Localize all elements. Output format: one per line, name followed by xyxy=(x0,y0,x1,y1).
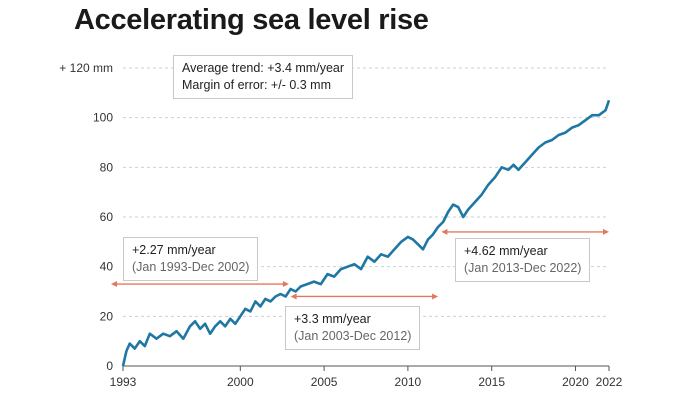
chart-title: Accelerating sea level rise xyxy=(74,4,429,36)
trend-rate-2: +3.3 mm/year xyxy=(294,312,371,326)
trend-period-2: (Jan 2003-Dec 2012) xyxy=(294,329,412,343)
y-axis-ticks: 0 20 40 60 80 100 + 120 mm xyxy=(59,61,113,373)
trend-box-2013-2022: +4.62 mm/year (Jan 2013-Dec 2022) xyxy=(455,238,591,282)
x-tick-label: 2022 xyxy=(596,375,623,389)
trend-arrow-head-left xyxy=(441,228,448,235)
trend-arrow-head-left xyxy=(111,281,117,288)
margin-of-error-text: Margin of error: +/- 0.3 mm xyxy=(182,78,331,92)
y-tick-label: 60 xyxy=(100,210,114,224)
x-tick-label: 2005 xyxy=(311,375,338,389)
trend-arrow-head-right xyxy=(432,293,439,300)
x-tick-label: 2010 xyxy=(395,375,422,389)
average-trend-box: Average trend: +3.4 mm/year Margin of er… xyxy=(173,55,354,99)
trend-box-1993-2002: +2.27 mm/year (Jan 1993-Dec 2002) xyxy=(123,237,259,281)
trend-period-1: (Jan 1993-Dec 2002) xyxy=(132,260,250,274)
y-tick-label: 0 xyxy=(106,359,113,373)
trend-arrow-head-right xyxy=(603,228,609,235)
trend-period-3: (Jan 2013-Dec 2022) xyxy=(464,261,582,275)
y-tick-label: 20 xyxy=(100,309,114,323)
trend-arrows xyxy=(111,228,609,300)
trend-rate-1: +2.27 mm/year xyxy=(132,243,216,257)
x-tick-label: 2015 xyxy=(478,375,505,389)
y-tick-label: 40 xyxy=(100,260,114,274)
average-trend-text: Average trend: +3.4 mm/year xyxy=(182,61,345,75)
x-tick-label: 1993 xyxy=(110,375,137,389)
y-tick-label: 100 xyxy=(93,111,113,125)
y-tick-label: + 120 mm xyxy=(59,61,113,75)
x-axis: 1993 2000 2005 2010 2015 2020 2022 xyxy=(110,365,623,389)
x-tick-label: 2020 xyxy=(562,375,589,389)
sea-level-line xyxy=(121,99,611,367)
trend-box-2003-2012: +3.3 mm/year (Jan 2003-Dec 2012) xyxy=(285,306,421,350)
trend-arrow-head-left xyxy=(290,293,297,300)
trend-arrow-head-right xyxy=(282,281,289,288)
trend-rate-3: +4.62 mm/year xyxy=(464,244,548,258)
y-tick-label: 80 xyxy=(100,160,114,174)
x-tick-label: 2000 xyxy=(227,375,254,389)
